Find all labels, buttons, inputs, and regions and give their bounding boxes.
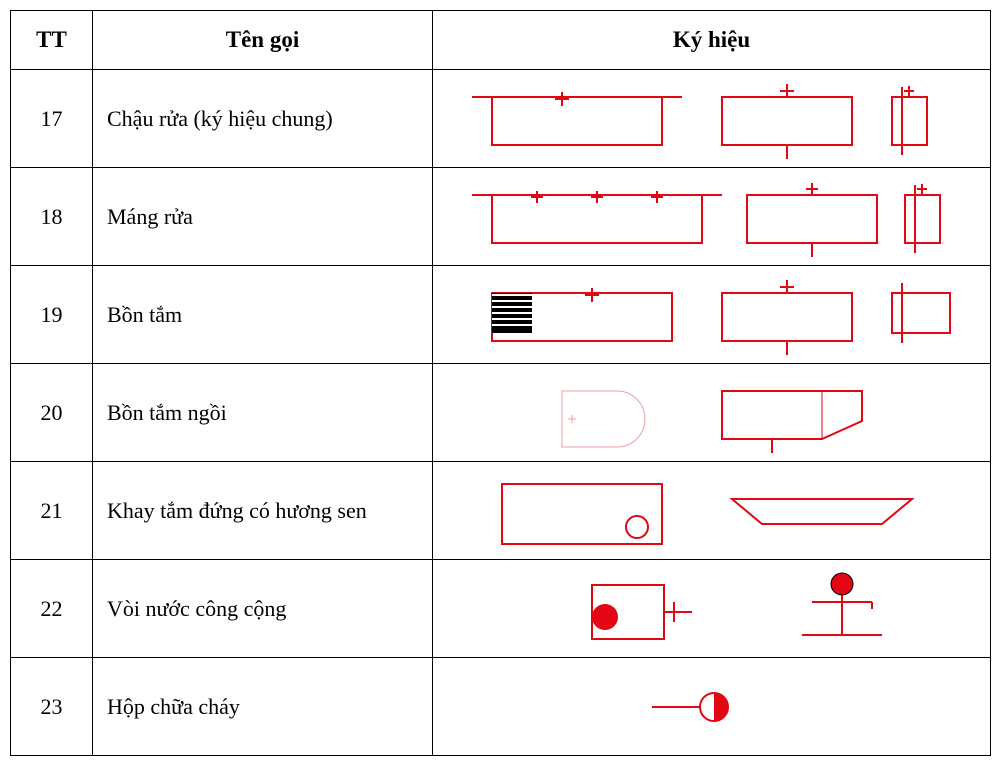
symbol-cell <box>433 266 991 364</box>
tt-cell: 23 <box>11 658 93 756</box>
name-cell: Vòi nước công cộng <box>93 560 433 658</box>
symbols-table: TT Tên gọi Ký hiệu 17 Chậu rửa (ký hiệu … <box>10 10 991 756</box>
tt-cell: 21 <box>11 462 93 560</box>
symbol-cell <box>433 658 991 756</box>
table-row: 22 Vòi nước công cộng <box>11 560 991 658</box>
tt-cell: 22 <box>11 560 93 658</box>
symbol-cell <box>433 168 991 266</box>
header-symbol: Ký hiệu <box>433 11 991 70</box>
table-row: 23 Hộp chữa cháy <box>11 658 991 756</box>
header-name: Tên gọi <box>93 11 433 70</box>
symbol-cell <box>433 70 991 168</box>
symbol-svg <box>442 273 982 357</box>
header-row: TT Tên gọi Ký hiệu <box>11 11 991 70</box>
symbol-cell <box>433 364 991 462</box>
table-row: 18 Máng rửa <box>11 168 991 266</box>
name-cell: Máng rửa <box>93 168 433 266</box>
tt-cell: 20 <box>11 364 93 462</box>
symbol-cell <box>433 462 991 560</box>
symbol-svg <box>442 567 982 651</box>
name-cell: Bồn tắm <box>93 266 433 364</box>
symbol-svg <box>442 371 982 455</box>
header-tt: TT <box>11 11 93 70</box>
name-cell: Chậu rửa (ký hiệu chung) <box>93 70 433 168</box>
table-row: 17 Chậu rửa (ký hiệu chung) <box>11 70 991 168</box>
tt-cell: 18 <box>11 168 93 266</box>
symbol-svg <box>442 175 982 259</box>
name-cell: Hộp chữa cháy <box>93 658 433 756</box>
symbol-svg <box>442 77 982 161</box>
name-cell: Khay tắm đứng có hương sen <box>93 462 433 560</box>
tt-cell: 19 <box>11 266 93 364</box>
symbol-svg <box>442 665 982 749</box>
tt-cell: 17 <box>11 70 93 168</box>
symbol-svg <box>442 469 982 553</box>
name-cell: Bồn tắm ngồi <box>93 364 433 462</box>
table-row: 21 Khay tắm đứng có hương sen <box>11 462 991 560</box>
symbol-cell <box>433 560 991 658</box>
table-row: 19 Bồn tắm <box>11 266 991 364</box>
table-row: 20 Bồn tắm ngồi <box>11 364 991 462</box>
